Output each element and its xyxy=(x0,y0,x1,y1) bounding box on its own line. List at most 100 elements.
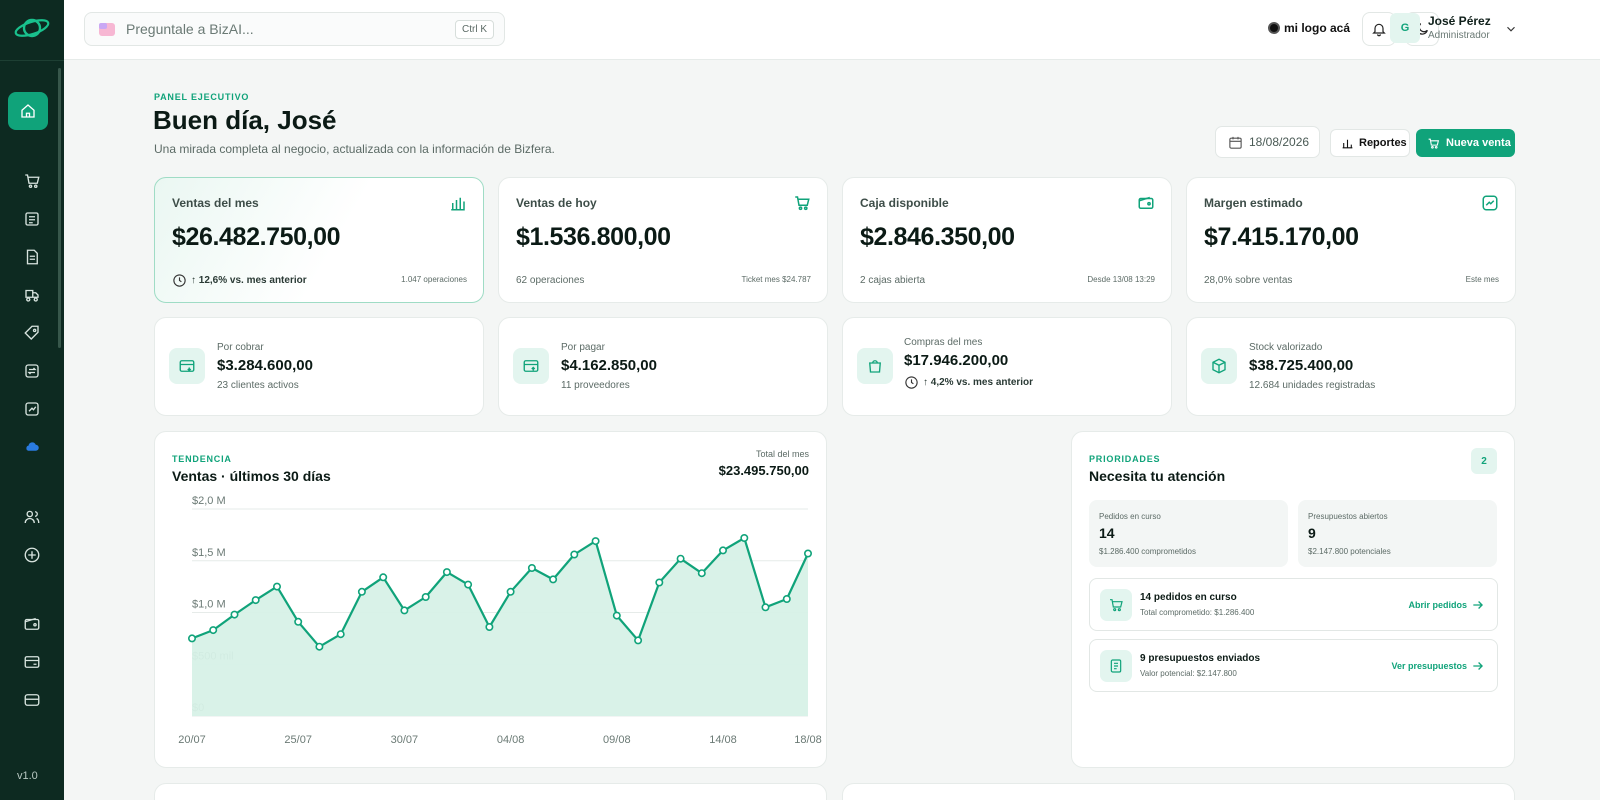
sidebar-item-cloud[interactable] xyxy=(18,433,46,461)
brand-dot-icon xyxy=(1268,22,1280,34)
action-row-quotes[interactable]: 9 presupuestos enviados Valor potencial:… xyxy=(1089,639,1498,692)
stat-open-quotes[interactable]: Presupuestos abiertos 9 $2.147.800 poten… xyxy=(1298,500,1497,567)
payable-icon xyxy=(523,360,539,372)
x-tick-label: 25/07 xyxy=(284,734,312,746)
arrow-right-icon xyxy=(1473,601,1483,609)
sidebar-item-users[interactable] xyxy=(18,503,46,531)
kpi-label: Margen estimado xyxy=(1204,196,1303,210)
wallet-icon xyxy=(1138,196,1154,209)
stat-sub: $1.286.400 comprometidos xyxy=(1099,547,1196,556)
stat-label: Presupuestos abiertos xyxy=(1308,512,1388,521)
chart-point xyxy=(697,569,706,578)
bottom-card-right xyxy=(842,783,1515,800)
kpi-value: $7.415.170,00 xyxy=(1204,223,1359,251)
chevron-down-icon[interactable] xyxy=(1504,22,1518,36)
bell-icon xyxy=(1372,23,1386,37)
stat-sub: $2.147.800 potenciales xyxy=(1308,547,1391,556)
chart-point xyxy=(379,573,388,582)
chart-eyebrow: TENDENCIA xyxy=(172,454,232,464)
shopping-bag-icon xyxy=(869,360,881,373)
stat-value: 14 xyxy=(1099,525,1115,541)
sidebar-scrollbar[interactable] xyxy=(58,68,61,348)
date-picker-button[interactable]: 18/08/2026 xyxy=(1215,126,1320,158)
chart-title: Ventas · últimos 30 días xyxy=(172,468,331,484)
cloud-icon xyxy=(26,442,39,451)
sales-area-chart[interactable]: $2,0 M$1,5 M$1,0 M$500 mil$020/0725/0730… xyxy=(155,432,828,769)
chart-point xyxy=(251,596,260,605)
sidebar-item-quotes[interactable] xyxy=(18,243,46,271)
cart-icon xyxy=(25,174,40,189)
kpi-card-cash[interactable]: Caja disponible $2.846.350,00 2 cajas ab… xyxy=(842,177,1172,303)
home-icon xyxy=(21,104,35,118)
open-orders-link[interactable]: Abrir pedidos xyxy=(1408,598,1485,612)
action-row-orders[interactable]: 14 pedidos en curso Total comprometido: … xyxy=(1089,578,1498,631)
ai-assistant-icon xyxy=(99,23,115,36)
kpi-card-margin[interactable]: Margen estimado $7.415.170,00 28,0% sobr… xyxy=(1186,177,1516,303)
card-icon xyxy=(24,656,40,668)
mini-card-receivables[interactable]: Por cobrar $3.284.600,00 23 clientes act… xyxy=(154,317,484,416)
kpi-label: Caja disponible xyxy=(860,196,949,210)
compass-icon xyxy=(24,547,40,563)
action-icon-box xyxy=(1100,589,1132,621)
new-sale-button[interactable]: Nueva venta xyxy=(1416,129,1515,157)
box-icon xyxy=(1212,358,1226,374)
chart-point xyxy=(336,630,345,639)
kpi-foot-right: Desde 13/08 13:29 xyxy=(1087,275,1155,284)
chart-total-value: $23.495.750,00 xyxy=(718,463,809,478)
action-title: 9 presupuestos enviados xyxy=(1140,653,1261,664)
sidebar-item-orders[interactable] xyxy=(18,205,46,233)
sidebar-item-payables[interactable] xyxy=(18,648,46,676)
chart-point xyxy=(485,623,494,632)
kpi-trend-text: ↑ 12,6% vs. mes anterior xyxy=(191,275,307,286)
chart-point xyxy=(442,568,451,577)
action-icon-box xyxy=(1100,650,1132,682)
kpi-card-monthly-sales[interactable]: Ventas del mes $26.482.750,00 ↑ 12,6% vs… xyxy=(154,177,484,303)
sidebar-item-cash[interactable] xyxy=(18,610,46,638)
mini-card-stock[interactable]: Stock valorizado $38.725.400,00 12.684 u… xyxy=(1186,317,1516,416)
chart-point xyxy=(187,634,196,643)
document-icon xyxy=(1110,659,1122,673)
arrow-right-icon xyxy=(1473,662,1483,670)
tag-icon xyxy=(24,325,39,340)
user-name[interactable]: José Pérez xyxy=(1428,14,1491,28)
view-quotes-link[interactable]: Ver presupuestos xyxy=(1391,659,1485,673)
kpi-foot-right: 1.047 operaciones xyxy=(401,275,467,284)
stat-orders-in-progress[interactable]: Pedidos en curso 14 $1.286.400 compromet… xyxy=(1089,500,1288,567)
search-placeholder: Preguntale a BizAI... xyxy=(126,21,254,37)
sidebar: v1.0 xyxy=(0,0,64,800)
sidebar-item-cards[interactable] xyxy=(18,686,46,714)
new-sale-label: Nueva venta xyxy=(1446,137,1511,149)
sidebar-divider xyxy=(0,60,64,61)
search-input[interactable]: Preguntale a BizAI... Ctrl K xyxy=(84,12,505,46)
sidebar-item-sales[interactable] xyxy=(18,167,46,195)
chart-point xyxy=(634,636,643,645)
brand-logo[interactable]: mi logo acá xyxy=(1268,21,1350,35)
kpi-value: $1.536.800,00 xyxy=(516,223,671,251)
sidebar-item-deliveries[interactable] xyxy=(18,281,46,309)
mini-sub: 11 proveedores xyxy=(561,380,630,391)
chart-total-label: Total del mes xyxy=(755,449,809,459)
chart-point xyxy=(357,587,366,596)
mini-card-purchases[interactable]: Compras del mes $17.946.200,00 ↑ 4,2% vs… xyxy=(842,317,1172,416)
sidebar-item-exchange[interactable] xyxy=(18,357,46,385)
credit-card-icon xyxy=(24,694,40,706)
sidebar-item-reports[interactable] xyxy=(18,395,46,423)
sales-trend-card: TENDENCIA Ventas · últimos 30 días Total… xyxy=(154,431,827,768)
reports-button[interactable]: Reportes xyxy=(1330,129,1410,157)
page-title: Buen día, José xyxy=(153,105,337,135)
avatar[interactable]: G xyxy=(1390,13,1420,43)
bottom-card-left xyxy=(154,783,827,800)
chart-point xyxy=(230,610,239,619)
sidebar-item-home[interactable] xyxy=(8,92,48,130)
mini-sub: 12.684 unidades registradas xyxy=(1249,380,1376,391)
chart-point xyxy=(612,611,621,620)
truck-icon xyxy=(25,289,39,302)
mini-icon-box xyxy=(169,348,205,384)
mini-icon-box xyxy=(857,348,893,384)
planet-logo-icon[interactable] xyxy=(12,12,52,44)
sidebar-item-promotions[interactable] xyxy=(18,319,46,347)
sidebar-item-explore[interactable] xyxy=(18,541,46,569)
kpi-card-today-sales[interactable]: Ventas de hoy $1.536.800,00 62 operacion… xyxy=(498,177,828,303)
kpi-trend: ↑ 12,6% vs. mes anterior xyxy=(172,273,307,288)
mini-card-payables[interactable]: Por pagar $4.162.850,00 11 proveedores xyxy=(498,317,828,416)
